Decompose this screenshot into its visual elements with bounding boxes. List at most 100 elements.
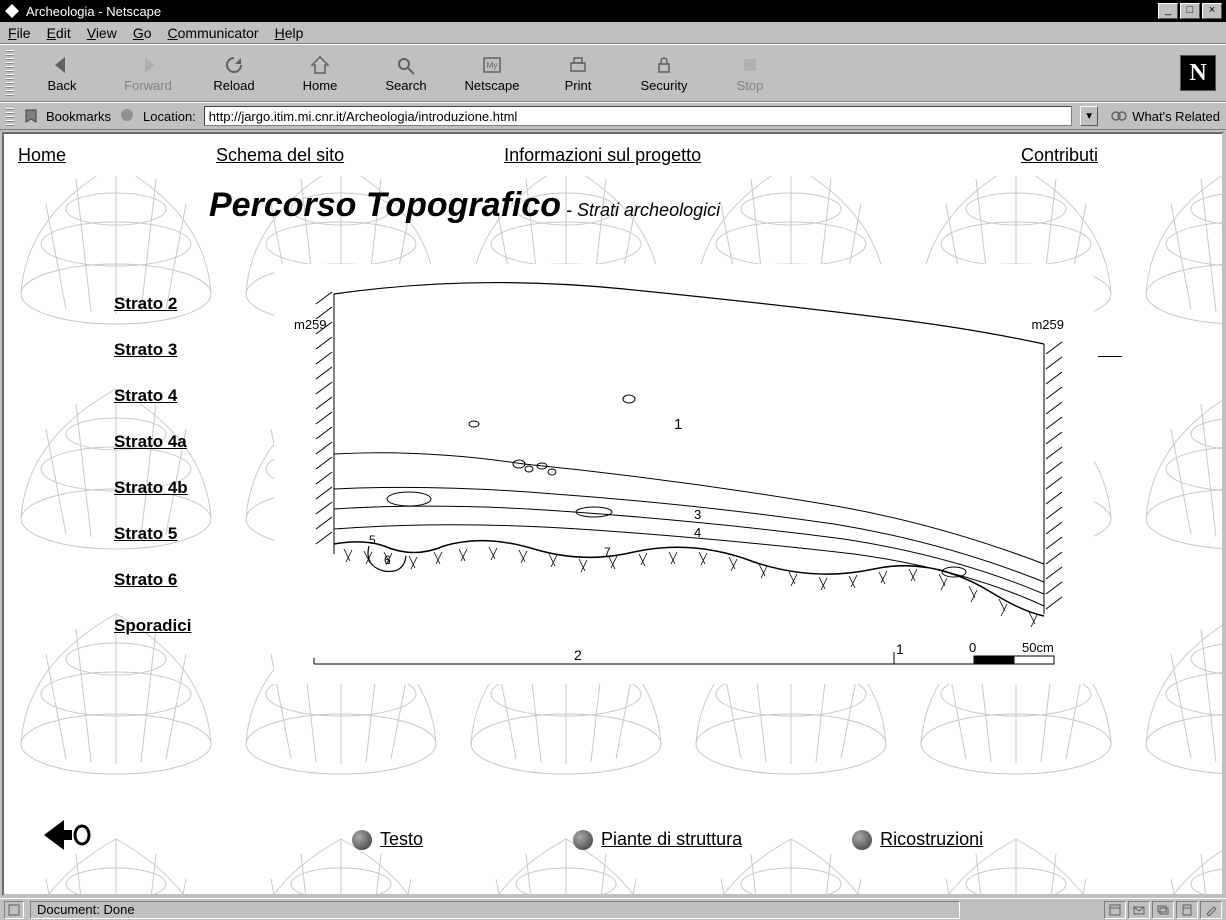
bullet-icon xyxy=(852,830,872,850)
strato-4-link[interactable]: Strato 4 xyxy=(114,386,254,406)
diagram-label-1: 1 xyxy=(674,416,682,433)
page-title-block: Percorso Topografico - Strati archeologi… xyxy=(209,186,720,225)
home-button[interactable]: Home xyxy=(280,48,360,98)
back-label: Back xyxy=(48,78,77,93)
svg-text:My: My xyxy=(487,61,498,70)
sporadici-link[interactable]: Sporadici xyxy=(114,616,254,636)
component-bar xyxy=(1104,901,1222,919)
menu-file[interactable]: File xyxy=(8,25,31,41)
location-label: Location: xyxy=(143,109,196,124)
scale-unit: 50cm xyxy=(1022,640,1054,655)
netscape-button[interactable]: My Netscape xyxy=(452,48,532,98)
netscape-logo: N xyxy=(1180,55,1216,91)
menubar: File Edit View Go Communicator Help xyxy=(0,22,1226,44)
back-button[interactable]: Back xyxy=(22,48,102,98)
bookmarks-icon[interactable]: Bookmarks xyxy=(24,108,111,124)
toolbar-grip[interactable] xyxy=(6,50,14,96)
print-label: Print xyxy=(565,78,592,93)
scale-left: 2 xyxy=(574,647,582,663)
search-label: Search xyxy=(385,78,426,93)
reload-icon xyxy=(221,54,247,76)
stop-icon xyxy=(737,54,763,76)
page-nav: Home Schema del sito Informazioni sul pr… xyxy=(4,134,1222,176)
minimize-button[interactable]: _ xyxy=(1158,3,1178,19)
diagram-right-elev: m259 xyxy=(1031,317,1064,332)
newsgroup-icon[interactable] xyxy=(1152,901,1174,919)
close-button[interactable]: × xyxy=(1202,3,1222,19)
home-label: Home xyxy=(303,78,338,93)
print-button[interactable]: Print xyxy=(538,48,618,98)
composer-icon[interactable] xyxy=(1200,901,1222,919)
window-titlebar: Archeologia - Netscape _ □ × xyxy=(0,0,1226,22)
search-button[interactable]: Search xyxy=(366,48,446,98)
strato-4b-link[interactable]: Strato 4b xyxy=(114,478,254,498)
whats-related-label: What's Related xyxy=(1132,109,1220,124)
right-tick xyxy=(1098,356,1122,357)
window-title: Archeologia - Netscape xyxy=(26,4,1158,19)
status-icon-well xyxy=(4,901,24,919)
diagram-label-6: 6 xyxy=(384,553,391,567)
stop-label: Stop xyxy=(737,78,764,93)
security-button[interactable]: Security xyxy=(624,48,704,98)
page-title: Percorso Topografico xyxy=(209,186,561,224)
scale-zero: 0 xyxy=(969,640,976,655)
strato-4a-link[interactable]: Strato 4a xyxy=(114,432,254,452)
stratigraphy-diagram: m259 m259 xyxy=(274,264,1094,684)
nav-info[interactable]: Informazioni sul progetto xyxy=(504,145,701,166)
forward-label: Forward xyxy=(124,78,172,93)
search-icon xyxy=(393,54,419,76)
ricostruzioni-link-group: Ricostruzioni xyxy=(852,829,983,850)
reload-button[interactable]: Reload xyxy=(194,48,274,98)
status-text-well: Document: Done xyxy=(30,901,960,919)
strato-3-link[interactable]: Strato 3 xyxy=(114,340,254,360)
home-icon xyxy=(307,54,333,76)
strato-5-link[interactable]: Strato 5 xyxy=(114,524,254,544)
whats-related-button[interactable]: What's Related xyxy=(1110,108,1220,124)
content-area: Home Schema del sito Informazioni sul pr… xyxy=(2,132,1224,896)
print-icon xyxy=(565,54,591,76)
reload-label: Reload xyxy=(213,78,254,93)
location-bar: Bookmarks Location: http://jargo.itim.mi… xyxy=(0,102,1226,130)
ricostruzioni-link[interactable]: Ricostruzioni xyxy=(880,829,983,850)
nav-contributi[interactable]: Contributi xyxy=(1021,145,1098,166)
menu-communicator[interactable]: Communicator xyxy=(168,25,259,41)
strato-2-link[interactable]: Strato 2 xyxy=(114,294,254,314)
locbar-grip[interactable] xyxy=(6,106,14,126)
forward-button[interactable]: Forward xyxy=(108,48,188,98)
diagram-label-3: 3 xyxy=(694,507,701,522)
toolbar: Back Forward Reload Home Search My Netsc… xyxy=(0,44,1226,102)
page-subtitle: - Strati archeologici xyxy=(561,200,720,220)
bullet-icon xyxy=(352,830,372,850)
nav-schema[interactable]: Schema del sito xyxy=(216,145,344,166)
piante-link[interactable]: Piante di struttura xyxy=(601,829,742,850)
strata-list: Strato 2 Strato 3 Strato 4 Strato 4a Str… xyxy=(114,294,254,636)
mailbox-icon[interactable] xyxy=(1128,901,1150,919)
page-proxy-icon[interactable] xyxy=(119,107,135,126)
bottom-links: Testo Piante di struttura Ricostruzioni xyxy=(4,817,1222,862)
menu-view[interactable]: View xyxy=(87,25,117,41)
maximize-button[interactable]: □ xyxy=(1180,3,1200,19)
forward-icon xyxy=(135,54,161,76)
app-icon xyxy=(4,3,20,19)
strato-6-link[interactable]: Strato 6 xyxy=(114,570,254,590)
addressbook-icon[interactable] xyxy=(1176,901,1198,919)
location-dropdown[interactable]: ▼ xyxy=(1080,106,1098,126)
testo-link[interactable]: Testo xyxy=(380,829,423,850)
diagram-label-7: 7 xyxy=(604,545,611,559)
lock-icon xyxy=(651,54,677,76)
nav-home[interactable]: Home xyxy=(18,145,66,166)
bullet-icon xyxy=(573,830,593,850)
menu-help[interactable]: Help xyxy=(275,25,304,41)
statusbar: Document: Done xyxy=(0,898,1226,920)
location-input[interactable]: http://jargo.itim.mi.cnr.it/Archeologia/… xyxy=(204,106,1072,126)
menu-edit[interactable]: Edit xyxy=(47,25,71,41)
diagram-label-4: 4 xyxy=(694,525,701,540)
menu-go[interactable]: Go xyxy=(133,25,152,41)
netscape-label: Netscape xyxy=(465,78,520,93)
diagram-label-5: 5 xyxy=(369,533,376,547)
bookmarks-label: Bookmarks xyxy=(46,109,111,124)
back-arrow-icon[interactable] xyxy=(42,817,92,862)
security-label: Security xyxy=(641,78,688,93)
stop-button[interactable]: Stop xyxy=(710,48,790,98)
navigator-icon[interactable] xyxy=(1104,901,1126,919)
